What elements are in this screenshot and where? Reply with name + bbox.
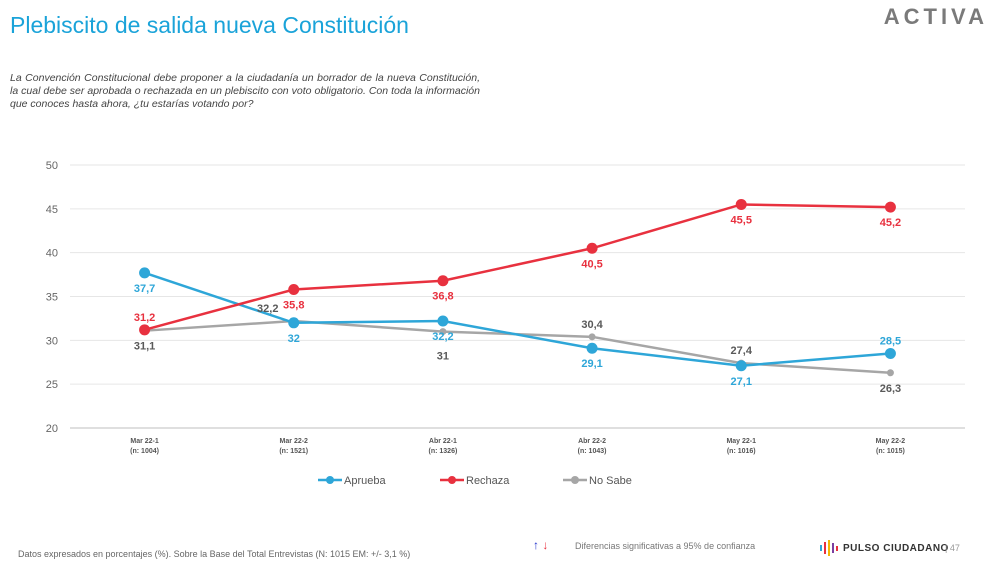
survey-question: La Convención Constitucional debe propon… — [10, 72, 480, 110]
data-label: 40,5 — [581, 258, 602, 270]
x-tick-sublabel: (n: 1521) — [279, 448, 308, 455]
logo-bars-icon — [820, 540, 838, 556]
y-tick-label: 40 — [46, 248, 58, 260]
legend-label: Aprueba — [344, 475, 386, 487]
data-point — [288, 317, 300, 329]
data-label: 36,8 — [432, 291, 453, 303]
page-number: | 47 — [945, 543, 960, 553]
data-point — [437, 275, 449, 287]
data-point — [288, 283, 300, 295]
data-point — [735, 360, 747, 372]
data-point — [437, 315, 449, 327]
y-tick-label: 20 — [46, 423, 58, 435]
data-label: 32 — [288, 333, 300, 345]
data-label: 27,1 — [731, 376, 752, 388]
x-tick-label: Mar 22-2 — [280, 438, 309, 445]
data-label: 27,4 — [731, 345, 753, 357]
data-point — [884, 201, 896, 213]
data-point — [139, 267, 151, 279]
x-tick-label: May 22-1 — [726, 438, 756, 445]
footnote: Datos expresados en porcentajes (%). Sob… — [18, 549, 411, 559]
x-tick-label: Abr 22-2 — [578, 438, 606, 445]
data-point — [735, 198, 747, 210]
data-label: 45,2 — [880, 217, 901, 229]
significance-note: Diferencias significativas a 95% de conf… — [575, 541, 756, 551]
y-tick-label: 45 — [46, 204, 58, 216]
x-tick-label: May 22-2 — [876, 438, 906, 445]
legend-label: Rechaza — [466, 475, 510, 487]
data-label: 29,1 — [581, 358, 602, 370]
x-tick-sublabel: (n: 1326) — [429, 448, 458, 455]
x-tick-sublabel: (n: 1015) — [876, 448, 905, 455]
data-label: 32,2 — [432, 331, 453, 343]
data-point — [886, 369, 894, 377]
data-point — [884, 347, 896, 359]
series-line-rechaza — [144, 203, 891, 332]
series-line-no-sabe — [144, 319, 891, 375]
series-line-aprueba — [144, 271, 891, 368]
data-label: 28,5 — [880, 335, 901, 347]
data-label: 32,2 — [257, 303, 278, 315]
legend-swatch-marker — [571, 476, 579, 484]
data-label: 31 — [437, 351, 449, 363]
data-label: 35,8 — [283, 299, 304, 311]
legend-label: No Sabe — [589, 475, 632, 487]
data-label: 31,1 — [134, 341, 155, 353]
data-label: 30,4 — [581, 319, 603, 331]
data-label: 45,5 — [731, 214, 752, 226]
legend-swatch-marker — [326, 476, 334, 484]
significance-arrows: ↑ ↓ — [533, 538, 548, 552]
data-label: 31,2 — [134, 312, 155, 324]
data-point — [139, 324, 151, 336]
legend-swatch-marker — [448, 476, 456, 484]
data-point — [586, 242, 598, 254]
brand-logo: ACTIVA — [883, 4, 988, 29]
y-tick-label: 50 — [46, 160, 58, 172]
data-point — [439, 328, 447, 336]
data-point — [588, 333, 596, 341]
pulso-ciudadano-logo: PULSO CIUDADANO — [820, 540, 949, 556]
x-tick-sublabel: (n: 1016) — [727, 448, 756, 455]
data-label: 26,3 — [880, 383, 901, 395]
x-tick-label: Mar 22-1 — [130, 438, 159, 445]
data-point — [586, 342, 598, 354]
arrow-up-icon: ↑ — [533, 538, 539, 552]
x-tick-sublabel: (n: 1004) — [130, 448, 159, 455]
y-tick-label: 35 — [46, 292, 58, 304]
arrow-down-icon: ↓ — [542, 538, 549, 552]
x-tick-label: Abr 22-1 — [429, 438, 457, 445]
y-tick-label: 30 — [46, 335, 58, 347]
page-title: Plebiscito de salida nueva Constitución — [10, 12, 409, 38]
x-tick-sublabel: (n: 1043) — [578, 448, 607, 455]
logo-text: PULSO CIUDADANO — [843, 542, 949, 554]
y-tick-label: 25 — [46, 379, 58, 391]
data-label: 37,7 — [134, 283, 155, 295]
